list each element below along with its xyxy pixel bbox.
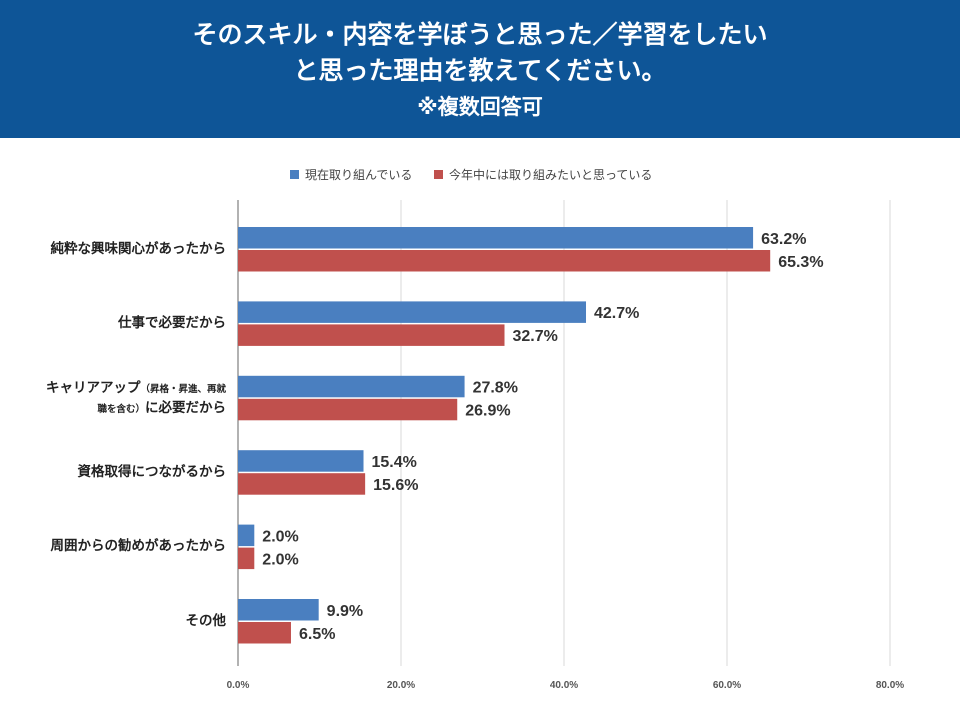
bar-s1-c4 <box>238 450 364 472</box>
data-label-s2-c6: 6.5% <box>299 626 335 643</box>
bar-s1-c6 <box>238 599 319 621</box>
data-label-s1-c4: 15.4% <box>372 454 417 471</box>
legend-swatch-series-1 <box>290 169 299 179</box>
legend-label-series-1: 現在取り組んでいる <box>305 167 413 182</box>
data-label-s2-c4: 15.6% <box>373 477 418 494</box>
bar-s1-c5 <box>238 524 255 547</box>
data-label-s1-c5: 2.0% <box>262 528 298 545</box>
data-label-s2-c1: 65.3% <box>778 254 823 271</box>
data-label-s1-c2: 42.7% <box>594 305 639 322</box>
x-tick-label-3: 60.0% <box>713 680 741 691</box>
data-label-s1-c3: 27.8% <box>473 380 518 397</box>
data-label-s1-c6: 9.9% <box>327 603 363 620</box>
bar-s1-c1 <box>238 227 754 249</box>
x-tick-label-2: 40.0% <box>550 680 578 691</box>
category-label-1: 純粋な興味関心があったから <box>50 240 227 257</box>
chart-title-line-2: と思った理由を教えてください。 <box>293 56 667 85</box>
chart-legend: 現在取り組んでいる 今年中には取り組みたいと思っている <box>0 164 960 184</box>
legend-item-series-1: 現在取り組んでいる <box>290 164 412 184</box>
legend-item-series-2: 今年中には取り組みたいと思っている <box>434 164 652 184</box>
multiple-answer-note: ※複数回答可 <box>417 95 543 119</box>
category-label-6: その他 <box>185 612 227 629</box>
bar-s2-c3 <box>238 398 458 421</box>
bar-s2-c1 <box>238 250 771 272</box>
category-label-2: 仕事で必要だから <box>118 315 226 332</box>
bar-s2-c4 <box>238 473 366 495</box>
x-tick-label-1: 20.0% <box>387 680 415 691</box>
bar-s2-c2 <box>238 324 505 346</box>
title-banner: そのスキル・内容を学ぼうと思った／学習をしたい と思った理由を教えてください。 … <box>0 0 960 138</box>
bar-s1-c2 <box>238 301 587 323</box>
data-label-s2-c3: 26.9% <box>465 403 510 420</box>
chart-title-line-1: そのスキル・内容を学ぼうと思った／学習をしたい <box>192 20 768 49</box>
legend-swatch-series-2 <box>434 169 443 179</box>
data-label-s1-c1: 63.2% <box>761 231 806 248</box>
data-label-s2-c5: 2.0% <box>262 551 298 568</box>
x-tick-label-4: 80.0% <box>876 680 904 691</box>
bar-s2-c5 <box>238 547 255 570</box>
x-tick-label-0: 0.0% <box>227 680 250 691</box>
bar-s1-c3 <box>238 375 465 398</box>
legend-label-series-2: 今年中には取り組みたいと思っている <box>449 167 653 182</box>
category-label-4: 資格取得につながるから <box>77 463 227 480</box>
bar-s2-c6 <box>238 622 291 644</box>
category-label-3: キャリアアップ（昇格・昇進、再就 職を含む）に必要だから <box>45 380 226 417</box>
data-label-s2-c2: 32.7% <box>513 328 558 345</box>
category-label-5: 周囲からの勧めがあったから <box>50 538 227 555</box>
